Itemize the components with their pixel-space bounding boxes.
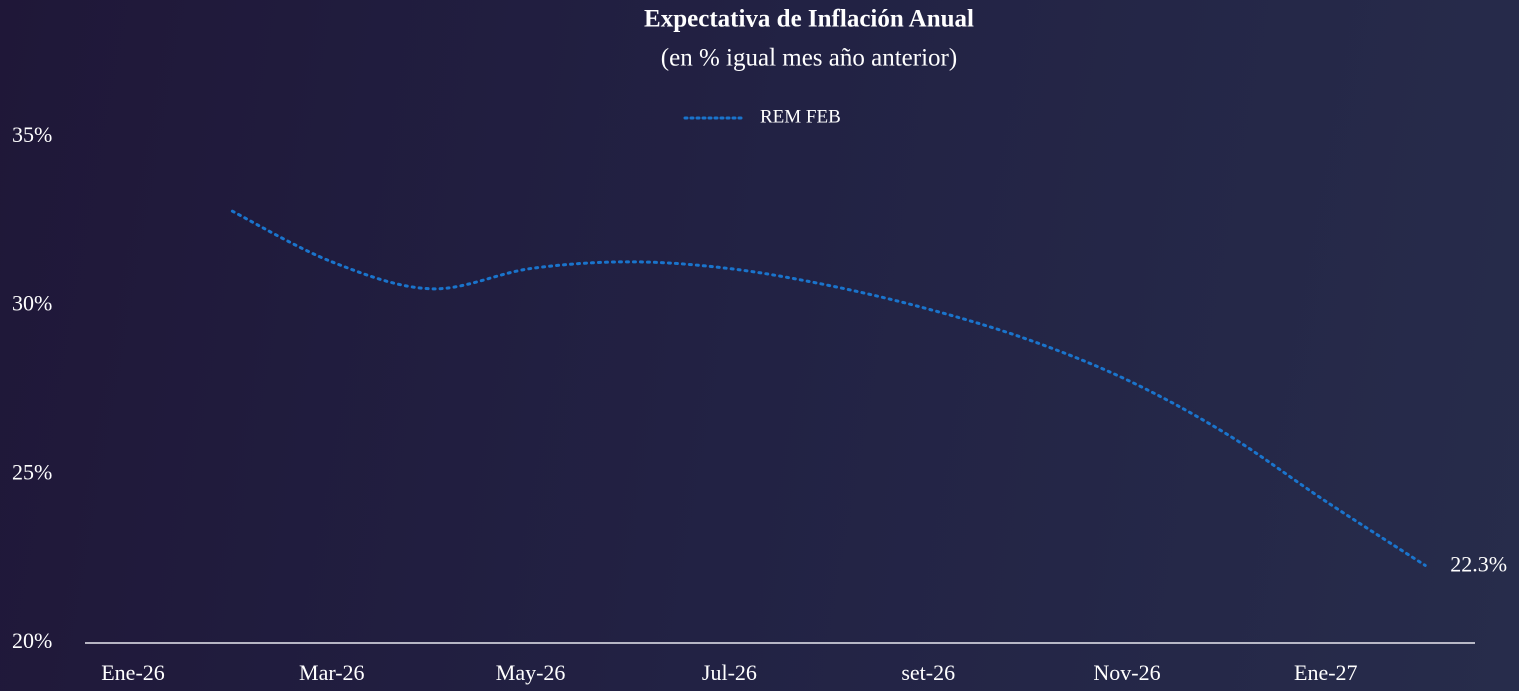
x-tick-label: Ene-26 bbox=[101, 660, 165, 685]
x-tick-label: May-26 bbox=[496, 660, 566, 685]
data-line bbox=[230, 209, 1427, 567]
chart-subtitle: (en % igual mes año anterior) bbox=[661, 45, 957, 72]
y-tick-label: 25% bbox=[12, 459, 52, 484]
x-tick-label: Mar-26 bbox=[299, 660, 365, 685]
x-tick-label: set-26 bbox=[901, 660, 955, 685]
data-label: 22.3% bbox=[1450, 551, 1507, 576]
chart-title: Expectativa de Inflación Anual bbox=[644, 6, 974, 33]
y-tick-label: 35% bbox=[12, 122, 52, 147]
y-tick-label: 30% bbox=[12, 291, 52, 316]
legend-label: REM FEB bbox=[760, 106, 841, 127]
x-tick-label: Ene-27 bbox=[1294, 660, 1358, 685]
y-tick-label: 20% bbox=[12, 628, 52, 653]
x-tick-label: Nov-26 bbox=[1093, 660, 1160, 685]
x-tick-label: Jul-26 bbox=[702, 660, 757, 685]
